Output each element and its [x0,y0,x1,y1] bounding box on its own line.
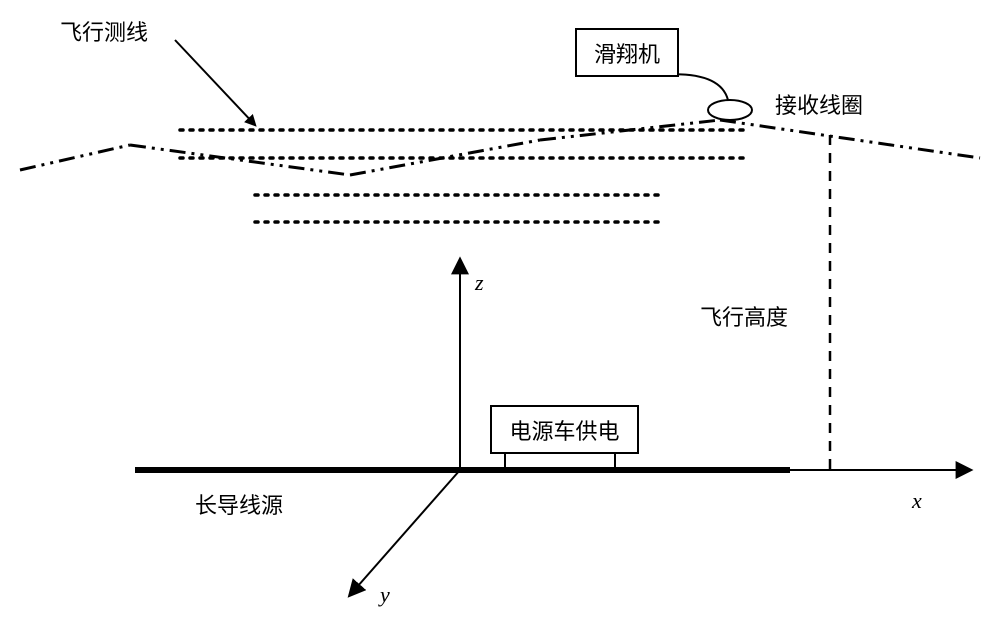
recv-coil-label: 接收线圈 [775,88,863,120]
power-supply-box: 电源车供电 [490,405,639,454]
axis-x-label: x [912,488,922,514]
axis-z-label: z [475,270,484,296]
long-wire-label: 长导线源 [195,488,283,520]
glider-box: 滑翔机 [575,28,679,77]
axis-y-label: y [380,582,390,608]
flight-line-label: 飞行测线 [60,15,148,47]
flight-alt-label: 飞行高度 [700,300,788,332]
